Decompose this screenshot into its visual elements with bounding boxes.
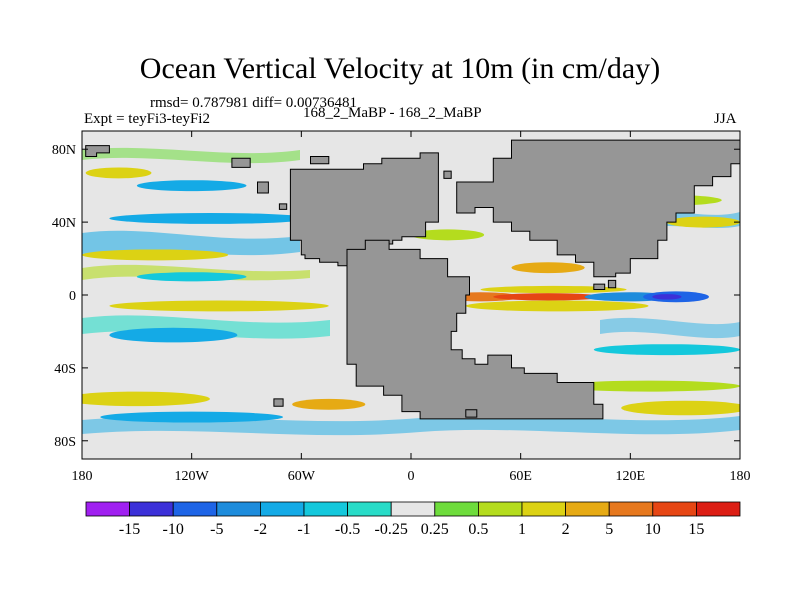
colorbar-label: 10 — [645, 521, 661, 538]
anomaly-patch — [82, 391, 210, 407]
colorbar-swatch — [172, 501, 218, 517]
colorbar-swatch — [696, 501, 741, 517]
land-island-small-2 — [443, 170, 452, 179]
band-equatorial-east — [600, 317, 740, 339]
anomaly-patch — [593, 344, 740, 356]
colorbar-label: -1 — [297, 521, 310, 538]
colorbar-label: -0.25 — [375, 521, 408, 538]
land-island-east-2 — [607, 279, 617, 289]
anomaly-patch — [85, 167, 152, 179]
x-tick-label: 60E — [509, 469, 532, 484]
colorbar-swatch — [521, 501, 566, 517]
colorbar-swatch — [652, 501, 697, 517]
x-tick-label: 60W — [288, 469, 316, 484]
colorbar-swatch — [477, 501, 523, 517]
colorbar-swatch — [347, 501, 392, 517]
land-continent-northeast — [456, 139, 741, 278]
land-island-east-1 — [593, 283, 606, 290]
anomaly-patch — [136, 180, 247, 192]
land-island-arctic-north — [310, 156, 330, 165]
colorbar-label: 0.25 — [421, 521, 449, 538]
colorbar-label: -10 — [163, 521, 184, 538]
land-island-south-1 — [273, 398, 284, 407]
y-tick-label: 40N — [52, 216, 76, 231]
colorbar-label: 0.5 — [468, 521, 488, 538]
anomaly-patch — [493, 293, 603, 301]
case-label: 168_2_MaBP - 168_2_MaBP — [303, 105, 482, 121]
anomaly-patch — [109, 327, 238, 343]
season-label: JJA — [714, 111, 737, 127]
colorbar-swatch — [129, 501, 174, 517]
x-tick-label: 120E — [616, 469, 646, 484]
colorbar-swatch — [390, 501, 436, 517]
colorbar-label: 15 — [688, 521, 704, 538]
anomaly-patch — [411, 229, 485, 241]
experiment-label: Expt = teyFi3-teyFi2 — [84, 111, 210, 127]
colorbar-swatch — [303, 501, 348, 517]
land-island-north-atlantic — [257, 181, 269, 194]
anomaly-patch — [511, 262, 585, 274]
anomaly-patch — [480, 285, 627, 294]
chart-title: Ocean Vertical Velocity at 10m (in cm/da… — [139, 52, 661, 85]
x-tick-label: 0 — [408, 469, 415, 484]
anomaly-patch — [109, 300, 329, 312]
colorbar-swatch — [565, 501, 610, 517]
colorbar-label: 2 — [562, 521, 570, 538]
y-tick-label: 40S — [54, 362, 76, 377]
colorbar-swatch — [608, 501, 654, 517]
y-tick-label: 80N — [52, 143, 76, 158]
anomaly-patch — [557, 380, 740, 392]
x-axis: 180 120W 60W 0 60E 120E 180 — [72, 131, 751, 484]
anomaly-patch — [292, 398, 366, 410]
land-island-arctic-west — [85, 145, 110, 157]
x-tick-label: 180 — [730, 469, 751, 484]
colorbar: -15 -10 -5 -2 -1 -0.5 -0.25 0.25 0.5 1 2 5 10 15 — [85, 501, 741, 538]
land-island-south-2 — [465, 409, 478, 418]
anomaly-patch — [109, 213, 311, 224]
land-mask — [85, 139, 741, 420]
colorbar-label: 5 — [605, 521, 613, 538]
y-tick-label: 80S — [54, 435, 76, 450]
colorbar-label: -5 — [210, 521, 223, 538]
colorbar-swatch — [216, 501, 261, 517]
land-continent-south — [346, 239, 604, 420]
land-island-small-1 — [278, 203, 288, 210]
colorbar-swatch — [434, 501, 479, 517]
colorbar-label: -15 — [119, 521, 140, 538]
anomaly-patch — [621, 400, 740, 416]
anomaly-patch — [465, 300, 649, 312]
band-subtropical-north — [82, 230, 300, 256]
x-tick-label: 120W — [175, 469, 210, 484]
anomaly-patch — [100, 411, 284, 423]
colorbar-label: -0.5 — [335, 521, 360, 538]
land-island-arctic-mid — [231, 157, 251, 168]
colorbar-label: 1 — [518, 521, 526, 538]
x-tick-label: 180 — [72, 469, 93, 484]
band-south-cyan — [82, 315, 330, 339]
anomaly-patch — [666, 216, 740, 228]
y-axis: 80N 40N 0 40S 80S — [52, 143, 740, 450]
anomaly-patch — [82, 249, 229, 261]
anomaly-patch — [652, 294, 682, 300]
stats-text: rmsd= 0.787981 diff= 0.00736481 — [150, 95, 358, 111]
colorbar-label: -2 — [254, 521, 267, 538]
anomaly-patch — [136, 272, 247, 282]
colorbar-swatch — [85, 501, 130, 517]
y-tick-label: 0 — [69, 289, 76, 304]
colorbar-swatch — [259, 501, 305, 517]
